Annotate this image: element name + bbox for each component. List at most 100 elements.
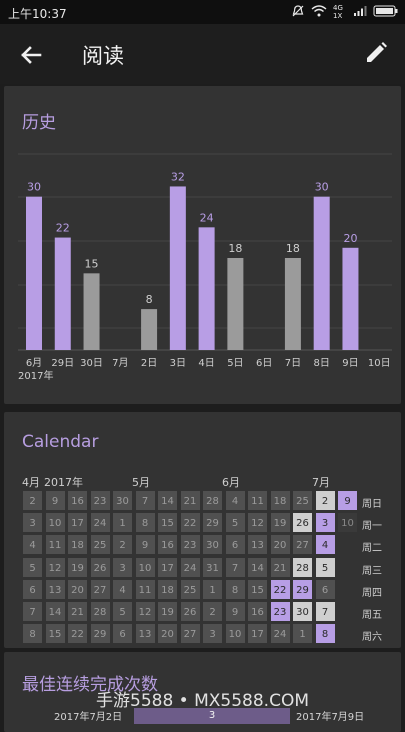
calendar-day-cell[interactable]: 29 xyxy=(89,623,111,645)
calendar-day-cell[interactable]: 2 xyxy=(22,490,43,511)
calendar-day-cell[interactable]: 2 xyxy=(112,534,133,556)
calendar-day-cell[interactable]: 11 xyxy=(44,534,66,556)
calendar-day-cell[interactable]: 20 xyxy=(67,578,88,600)
calendar-day-cell[interactable]: 7 xyxy=(314,601,336,622)
calendar-day-cell[interactable]: 24 xyxy=(89,512,111,534)
calendar-day-cell[interactable]: 6 xyxy=(224,534,246,556)
calendar-day-cell[interactable]: 4 xyxy=(314,534,336,556)
calendar-day-cell[interactable]: 3 xyxy=(112,556,133,578)
calendar-day-cell[interactable]: 15 xyxy=(44,623,66,645)
calendar-day-cell[interactable]: 20 xyxy=(157,623,178,645)
calendar-day-cell[interactable]: 27 xyxy=(89,578,111,600)
calendar-day-cell[interactable]: 27 xyxy=(179,623,201,645)
calendar-day-cell[interactable]: 30 xyxy=(292,601,313,622)
calendar-day-cell[interactable]: 22 xyxy=(67,623,88,645)
calendar-day-cell[interactable]: 10 xyxy=(224,623,246,645)
calendar-day-cell[interactable]: 9 xyxy=(337,490,358,511)
calendar-day-cell[interactable]: 9 xyxy=(44,490,66,511)
calendar-day-cell[interactable]: 25 xyxy=(292,490,313,511)
calendar-day-cell[interactable]: 31 xyxy=(202,556,223,578)
calendar-day-cell[interactable]: 28 xyxy=(292,556,313,578)
calendar-day-cell[interactable]: 9 xyxy=(224,601,246,622)
calendar-day-cell[interactable]: 18 xyxy=(157,578,178,600)
calendar-day-cell[interactable]: 22 xyxy=(269,578,291,600)
calendar-day-cell[interactable]: 6 xyxy=(314,578,336,600)
calendar-day-cell[interactable]: 28 xyxy=(89,601,111,622)
calendar-day-cell[interactable]: 13 xyxy=(247,534,268,556)
calendar-day-cell[interactable]: 26 xyxy=(292,512,313,534)
calendar-day-cell[interactable]: 15 xyxy=(247,578,268,600)
calendar-day-cell[interactable]: 10 xyxy=(44,512,66,534)
calendar-day-cell[interactable]: 3 xyxy=(314,512,336,534)
calendar-day-cell[interactable]: 11 xyxy=(134,578,156,600)
calendar-day-cell[interactable]: 19 xyxy=(269,512,291,534)
calendar-day-cell[interactable]: 2 xyxy=(202,601,223,622)
calendar-day-cell[interactable]: 26 xyxy=(89,556,111,578)
calendar-day-cell[interactable]: 23 xyxy=(89,490,111,511)
calendar-day-cell[interactable]: 23 xyxy=(179,534,201,556)
calendar-day-cell[interactable]: 5 xyxy=(112,601,133,622)
calendar-day-cell[interactable]: 17 xyxy=(247,623,268,645)
calendar-day-cell[interactable]: 4 xyxy=(22,534,43,556)
calendar-day-cell[interactable]: 2 xyxy=(314,490,336,511)
calendar-day-cell[interactable]: 5 xyxy=(314,556,336,578)
calendar-day-cell[interactable]: 12 xyxy=(134,601,156,622)
calendar-day-cell[interactable]: 19 xyxy=(67,556,88,578)
calendar-day-cell[interactable]: 27 xyxy=(292,534,313,556)
calendar-day-cell[interactable]: 11 xyxy=(247,490,268,511)
calendar-day-cell[interactable]: 1 xyxy=(202,578,223,600)
calendar-day-cell[interactable]: 24 xyxy=(269,623,291,645)
calendar-day-cell[interactable]: 29 xyxy=(202,512,223,534)
calendar-day-cell[interactable]: 3 xyxy=(202,623,223,645)
calendar-day-cell[interactable]: 21 xyxy=(269,556,291,578)
calendar-day-cell[interactable]: 7 xyxy=(134,490,156,511)
calendar-day-cell[interactable]: 9 xyxy=(134,534,156,556)
calendar-day-cell[interactable]: 22 xyxy=(179,512,201,534)
calendar-day-cell[interactable]: 17 xyxy=(157,556,178,578)
calendar-day-cell[interactable]: 25 xyxy=(89,534,111,556)
calendar-day-cell[interactable]: 6 xyxy=(112,623,133,645)
calendar-day-cell[interactable]: 8 xyxy=(224,578,246,600)
calendar-day-cell[interactable]: 20 xyxy=(269,534,291,556)
calendar-day-cell[interactable]: 6 xyxy=(22,578,43,600)
calendar-day-cell[interactable]: 23 xyxy=(269,601,291,622)
calendar-day-cell[interactable]: 18 xyxy=(67,534,88,556)
calendar-day-cell[interactable]: 8 xyxy=(314,623,336,645)
calendar-day-cell[interactable]: 5 xyxy=(22,556,43,578)
calendar-day-cell[interactable]: 8 xyxy=(22,623,43,645)
calendar-day-cell[interactable]: 14 xyxy=(44,601,66,622)
calendar-day-cell[interactable]: 8 xyxy=(134,512,156,534)
calendar-day-cell[interactable]: 14 xyxy=(157,490,178,511)
calendar-day-cell[interactable]: 30 xyxy=(112,490,133,511)
calendar-day-cell[interactable]: 15 xyxy=(157,512,178,534)
edit-button[interactable] xyxy=(363,40,389,66)
calendar-day-cell[interactable]: 4 xyxy=(224,490,246,511)
calendar-day-cell[interactable]: 29 xyxy=(292,578,313,600)
calendar-day-cell[interactable]: 12 xyxy=(44,556,66,578)
calendar-day-cell[interactable]: 7 xyxy=(224,556,246,578)
calendar-day-cell[interactable]: 3 xyxy=(22,512,43,534)
calendar-day-cell[interactable]: 1 xyxy=(292,623,313,645)
calendar-day-cell[interactable]: 7 xyxy=(22,601,43,622)
calendar-day-cell[interactable]: 30 xyxy=(202,534,223,556)
calendar-day-cell[interactable]: 21 xyxy=(179,490,201,511)
calendar-day-cell[interactable]: 13 xyxy=(44,578,66,600)
calendar-day-cell[interactable]: 1 xyxy=(112,512,133,534)
calendar-day-cell[interactable]: 10 xyxy=(134,556,156,578)
calendar-day-cell[interactable]: 16 xyxy=(247,601,268,622)
calendar-day-cell[interactable]: 5 xyxy=(224,512,246,534)
calendar-day-cell[interactable]: 25 xyxy=(179,578,201,600)
calendar-day-cell[interactable]: 16 xyxy=(157,534,178,556)
calendar-day-cell[interactable]: 19 xyxy=(157,601,178,622)
calendar-day-cell[interactable]: 21 xyxy=(67,601,88,622)
calendar-day-cell[interactable]: 12 xyxy=(247,512,268,534)
calendar-day-cell[interactable]: 14 xyxy=(247,556,268,578)
calendar-day-cell[interactable]: 18 xyxy=(269,490,291,511)
calendar-day-cell[interactable]: 24 xyxy=(179,556,201,578)
calendar-day-cell[interactable]: 10 xyxy=(337,512,358,534)
calendar-day-cell[interactable]: 26 xyxy=(179,601,201,622)
calendar-day-cell[interactable]: 17 xyxy=(67,512,88,534)
calendar-day-cell[interactable]: 28 xyxy=(202,490,223,511)
back-button[interactable] xyxy=(16,40,46,70)
calendar-day-cell[interactable]: 13 xyxy=(134,623,156,645)
